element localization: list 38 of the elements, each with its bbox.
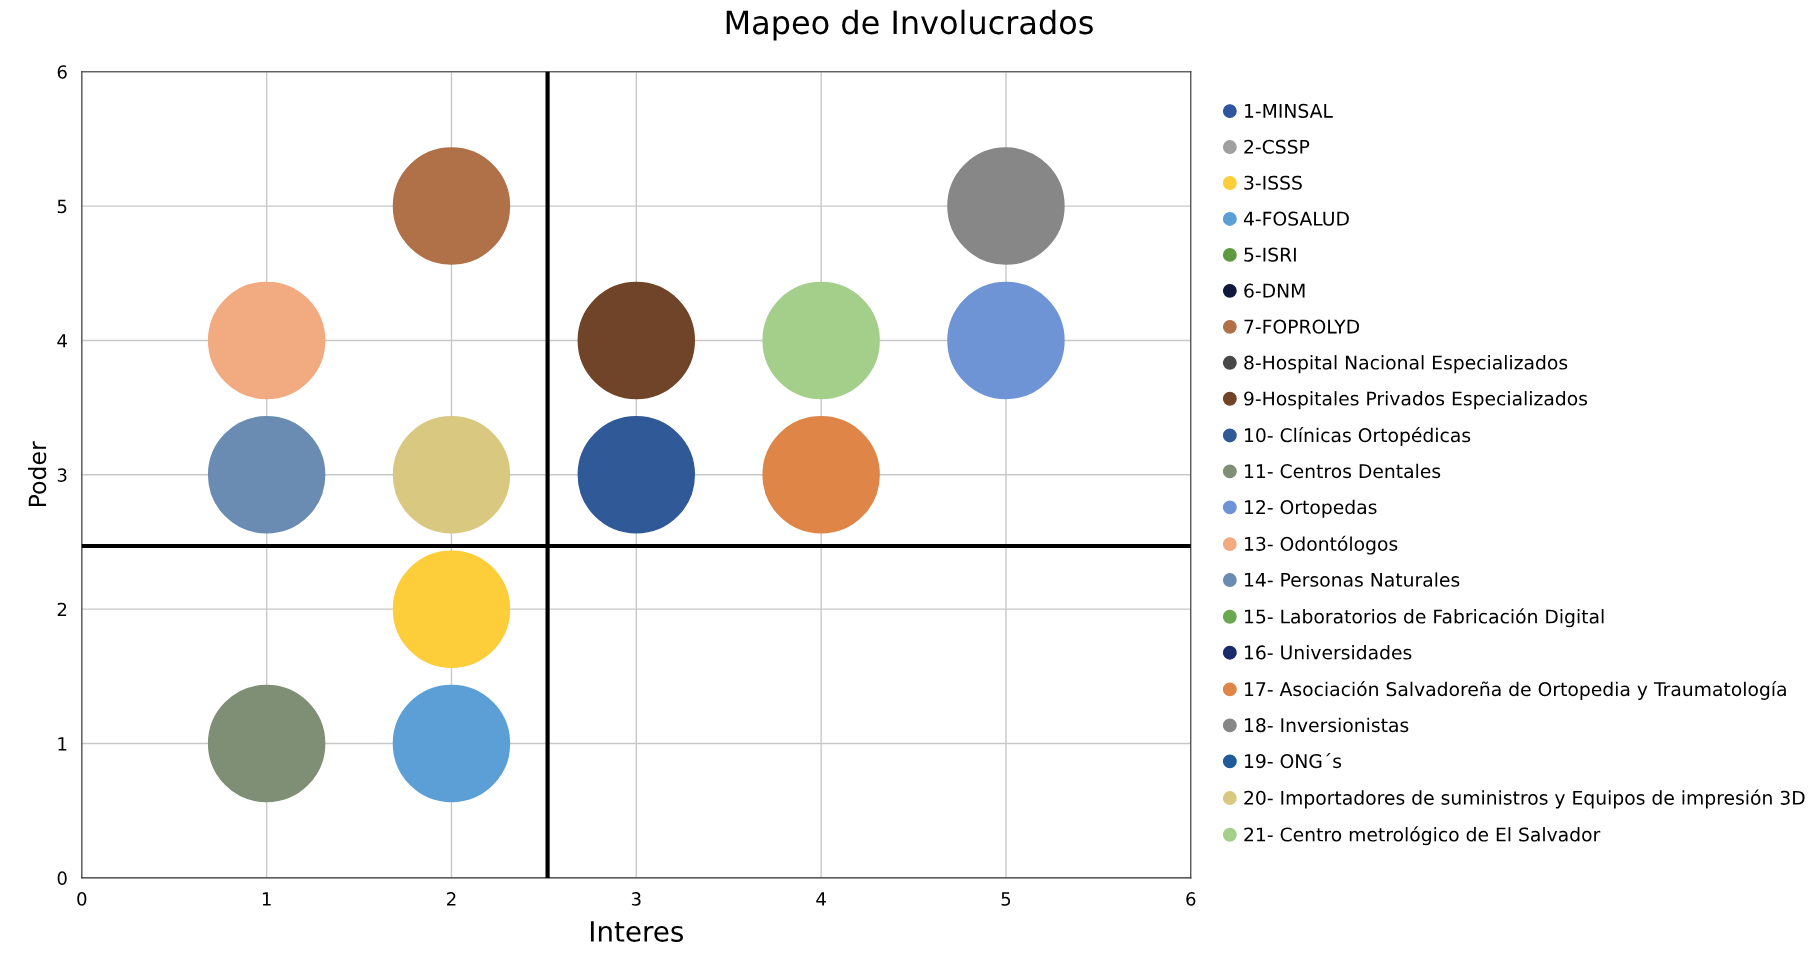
chart-title: Mapeo de Involucrados [726, 9, 1093, 41]
y-tick-label: 1 [58, 737, 67, 751]
y-tick-label: 3 [57, 468, 67, 482]
legend-label: 6-DNM [1244, 283, 1305, 298]
y-axis-title: Poder [28, 441, 47, 507]
legend-label: 11- Centros Dentales [1245, 463, 1441, 479]
legend-label: 18- Inversionistas [1245, 717, 1409, 733]
legend-label: 14- Personas Naturales [1245, 572, 1460, 587]
legend-label: 3-ISSS [1244, 175, 1302, 190]
legend-label: 9-Hospitales Privados Especializados [1244, 391, 1588, 410]
legend-label: 13- Odontólogos [1245, 535, 1398, 555]
y-tick-label: 6 [57, 65, 67, 79]
legend-label: 8-Hospital Nacional Especializados [1244, 355, 1568, 374]
legend-label: 2-CSSP [1244, 139, 1310, 154]
legend-label: 21- Centro metrológico de El Salvador [1244, 826, 1601, 846]
x-tick-label: 5 [1001, 892, 1011, 906]
x-tick-label: 6 [1186, 892, 1196, 906]
legend-label: 7-FOPROLYD [1244, 319, 1360, 334]
y-tick-label: 0 [57, 871, 67, 886]
x-tick-label: 0 [77, 892, 87, 906]
legend-label: 19- ONG´s [1245, 752, 1342, 769]
legend-label: 1-MINSAL [1245, 103, 1333, 118]
legend-label: 17- Asociación Salvadoreña de Ortopedia y Traumatología [1245, 680, 1786, 700]
x-tick-label: 1 [262, 892, 271, 906]
y-tick-label: 2 [57, 602, 67, 617]
legend-label: 20- Importadores de suministros y Equipos de impresión 3D [1244, 789, 1805, 809]
x-tick-label: 2 [447, 892, 456, 906]
legend-label: 5-ISRI [1244, 247, 1296, 262]
x-tick-label: 4 [816, 892, 826, 906]
legend-label: 4-FOSALUD [1243, 211, 1349, 226]
x-tick-label: 3 [631, 892, 641, 906]
y-tick-label: 4 [57, 334, 67, 348]
y-tick-label: 5 [57, 199, 67, 214]
legend-label: 10- Clínicas Ortopédicas [1245, 427, 1471, 446]
legend-label: 15- Laboratorios de Fabricación Digital [1245, 608, 1604, 628]
legend-label: 16- Universidades [1245, 645, 1412, 660]
legend-label: 12- Ortopedas [1245, 499, 1377, 518]
x-axis-title: Interes [590, 921, 684, 942]
